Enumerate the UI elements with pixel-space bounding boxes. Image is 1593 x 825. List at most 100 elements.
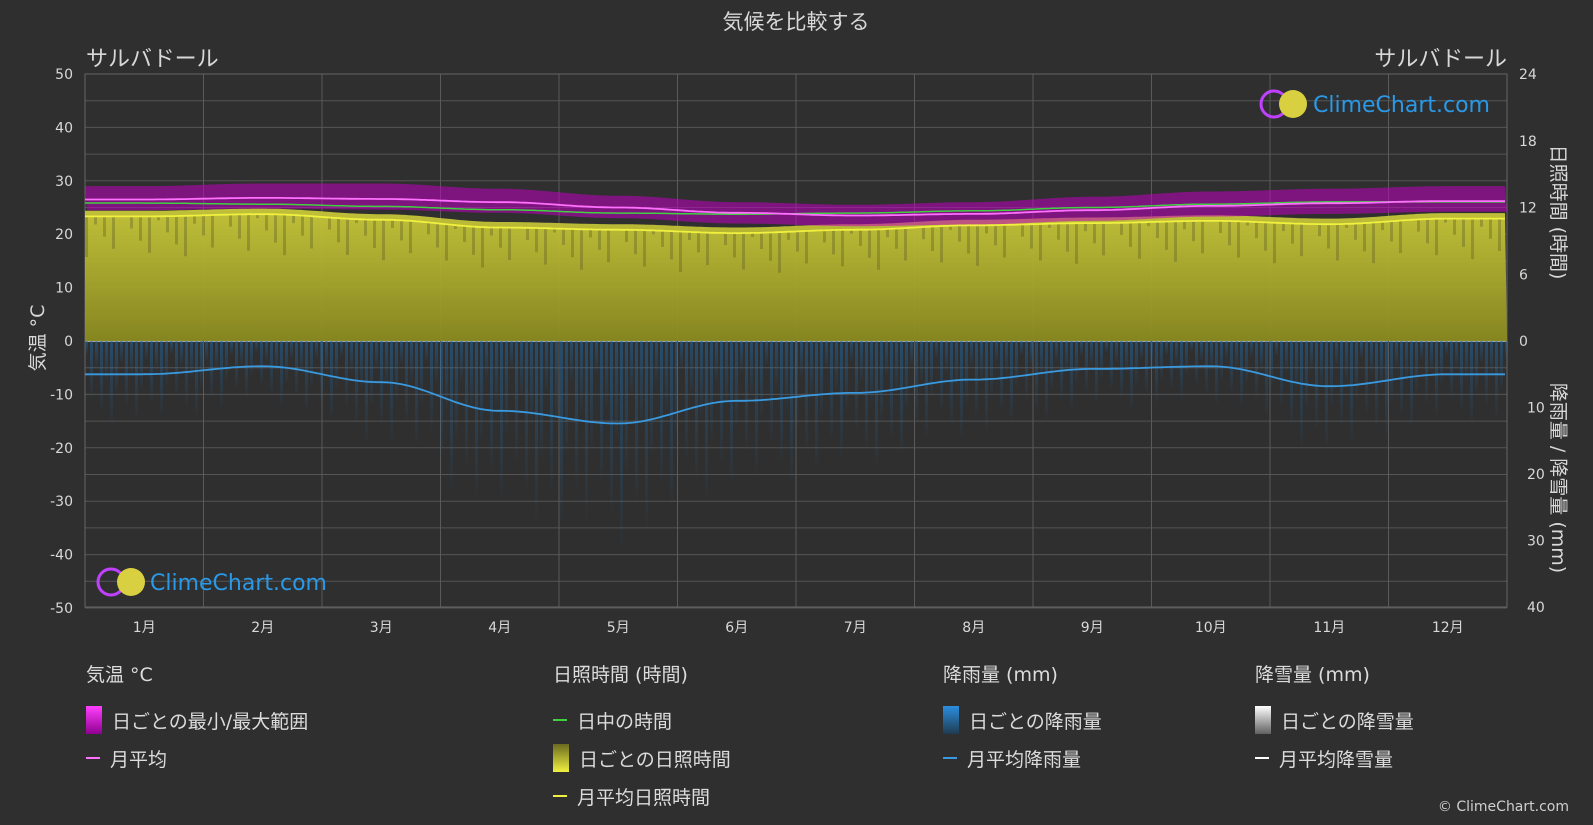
legend-item: 日ごとの降雪量	[1255, 701, 1414, 739]
rain-daily-bar	[585, 341, 588, 519]
rain-daily-bar	[565, 341, 568, 452]
rain-daily-bar	[425, 341, 428, 361]
rain-daily-bar	[1235, 341, 1238, 370]
legend-label: 日中の時間	[577, 710, 673, 733]
rain-daily-bar	[105, 341, 108, 381]
legend-item: 日中の時間	[553, 701, 731, 739]
sunshine-daily-bar	[346, 218, 349, 255]
rain-daily-bar	[1115, 341, 1118, 363]
rain-daily-bar	[190, 341, 193, 378]
sunshine-daily-bar	[184, 215, 187, 257]
snow-mean-swatch	[1255, 757, 1269, 759]
sunshine-daily-bar	[1453, 218, 1456, 235]
sunshine-daily-bar	[1318, 224, 1321, 237]
rain-daily-bar	[785, 341, 788, 409]
rain-daily-bar	[1260, 341, 1263, 371]
sunshine-daily-bar	[805, 231, 808, 264]
sunshine-daily-bar	[769, 232, 772, 261]
sunshine-daily-bar	[508, 227, 511, 260]
legend-sunshine: 日照時間 (時間) 日中の時間 日ごとの日照時間 月平均日照時間	[553, 660, 731, 815]
rain-daily-bar	[360, 341, 363, 389]
rain-daily-bar	[1430, 341, 1433, 373]
rain-daily-bar	[495, 341, 498, 405]
rain-daily-bar	[1105, 341, 1108, 353]
rain-daily-bar	[180, 341, 183, 366]
sunshine-daily-bar	[625, 229, 628, 242]
rain-daily-bar	[1390, 341, 1393, 402]
rain-daily-bar	[665, 341, 668, 410]
rain-daily-bar	[995, 341, 998, 361]
rain-daily-bar	[1210, 341, 1213, 371]
rain-daily-bar	[1370, 341, 1373, 375]
copyright: © ClimeChart.com	[1437, 799, 1569, 815]
daylight-swatch	[553, 719, 567, 721]
legend-label: 日ごとの最小/最大範囲	[112, 710, 309, 733]
rain-daily-bar	[670, 341, 673, 504]
sunshine-daily-bar	[1444, 218, 1447, 223]
rain-daily-bar	[1030, 341, 1033, 368]
rain-daily-bar	[690, 341, 693, 395]
temp-mean-line	[85, 197, 1505, 217]
sunshine-daily-bar	[1093, 223, 1096, 244]
rain-daily-bar	[635, 341, 638, 500]
left-tick-label: -50	[50, 601, 73, 617]
watermark-bottom: ClimeChart.com	[96, 567, 327, 597]
sunshine-daily-bar	[787, 231, 790, 240]
rain-daily-bar	[805, 341, 808, 449]
rain-daily-bar	[1290, 341, 1293, 425]
rain-daily-bar	[985, 341, 988, 431]
sunshine-daily-bar	[967, 225, 970, 254]
rain-daily-bar	[405, 341, 408, 422]
rain-daily-bar	[150, 341, 153, 402]
sunshine-daily-bar	[157, 216, 160, 221]
rain-daily-bar	[240, 341, 243, 365]
rain-daily-bar	[780, 341, 783, 461]
rain-daily-bar	[965, 341, 968, 402]
sunshine-daily-bar	[940, 226, 943, 263]
sunshine-daily-bar	[1219, 220, 1222, 233]
logo-sun-icon	[117, 568, 145, 596]
rain-daily-bar	[1130, 341, 1133, 409]
rain-daily-bar	[340, 341, 343, 356]
rain-daily-bar	[215, 341, 218, 371]
rain-daily-bar	[465, 341, 468, 467]
sunshine-daily-bar	[1138, 222, 1141, 259]
sunshine-daily-bar	[832, 230, 835, 255]
rain-daily-bar	[825, 341, 828, 370]
rain-daily-bar	[705, 341, 708, 499]
rain-daily-bar	[735, 341, 738, 427]
rain-daily-bar	[490, 341, 493, 468]
sunshine-daily-bar	[1273, 222, 1276, 264]
sunshine-daily-bar	[1057, 223, 1060, 240]
sunshine-daily-bar	[499, 227, 502, 248]
sunshine-daily-bar	[904, 228, 907, 261]
sunshine-daily-bar	[130, 216, 133, 229]
sunshine-daily-bar	[1201, 220, 1204, 254]
sunshine-daily-bar	[1147, 222, 1150, 227]
rain-daily-bar	[960, 341, 963, 438]
rain-daily-bar	[970, 341, 973, 367]
sunshine-daily-bar	[1381, 222, 1384, 231]
rain-daily-bar	[510, 341, 513, 369]
rain-daily-bar	[145, 341, 148, 359]
sunshine-daily-bar	[1264, 222, 1267, 251]
rain-daily-bar	[560, 341, 563, 520]
rain-daily-bar	[620, 341, 623, 545]
rain-daily-bar	[135, 341, 138, 419]
rain-daily-bar	[580, 341, 583, 414]
left-tick-label: -10	[50, 387, 73, 403]
rain-daily-bar	[315, 341, 318, 358]
temp-range-band	[85, 183, 1507, 227]
rain-daily-bar	[1395, 341, 1398, 367]
rain-daily-bar	[725, 341, 728, 405]
rain-daily-bar	[550, 341, 553, 487]
sunshine-daily-bar	[175, 216, 178, 245]
sunshine-daily-bar	[472, 226, 475, 255]
rain-daily-bar	[445, 341, 448, 409]
sunshine-daily-bar	[274, 214, 277, 243]
rain-daily-bar	[810, 341, 813, 398]
rain-daily-bar	[100, 341, 103, 411]
series-lines	[85, 197, 1505, 425]
rain-daily-bar	[750, 341, 753, 396]
rain-daily-bar	[1015, 341, 1018, 388]
